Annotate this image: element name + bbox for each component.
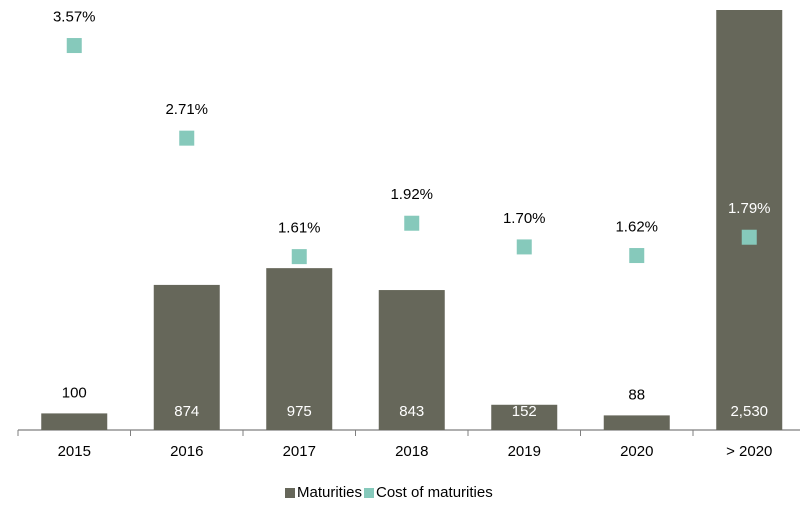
marker	[404, 215, 420, 231]
marker	[291, 249, 307, 265]
legend-label: Maturities	[297, 484, 362, 501]
bar-value-label: 88	[628, 386, 645, 403]
marker	[66, 38, 82, 54]
x-tick-label: 2015	[58, 443, 91, 460]
marker	[516, 239, 532, 255]
x-tick-label: > 2020	[726, 443, 772, 460]
marker-value-label: 2.71%	[165, 101, 208, 118]
legend-swatch	[285, 488, 295, 498]
marker	[629, 248, 645, 264]
bar	[716, 10, 783, 430]
marker-value-label: 1.92%	[390, 186, 433, 203]
marker-value-label: 3.57%	[53, 9, 96, 26]
marker	[179, 130, 195, 146]
marker-value-label: 1.61%	[278, 220, 321, 237]
x-tick-label: 2016	[170, 443, 203, 460]
legend-swatch	[364, 488, 374, 498]
marker-value-label: 1.62%	[615, 219, 658, 236]
bar-value-label: 2,530	[730, 403, 768, 420]
bar-value-label: 152	[512, 403, 537, 420]
legend-label: Cost of maturities	[376, 484, 493, 501]
bar-value-label: 975	[287, 403, 312, 420]
bar	[603, 415, 670, 430]
x-tick-label: 2017	[283, 443, 316, 460]
marker-value-label: 1.70%	[503, 210, 546, 227]
bar	[41, 413, 108, 430]
bar-value-label: 100	[62, 384, 87, 401]
marker	[741, 229, 757, 245]
marker-value-label: 1.79%	[728, 200, 771, 217]
x-tick-label: 2020	[620, 443, 653, 460]
x-tick-label: 2018	[395, 443, 428, 460]
bar	[266, 268, 333, 430]
bar	[491, 404, 558, 430]
bar-value-label: 874	[174, 403, 199, 420]
bar	[153, 284, 220, 430]
bar	[378, 290, 445, 430]
bar-value-label: 843	[399, 403, 424, 420]
x-tick-label: 2019	[508, 443, 541, 460]
